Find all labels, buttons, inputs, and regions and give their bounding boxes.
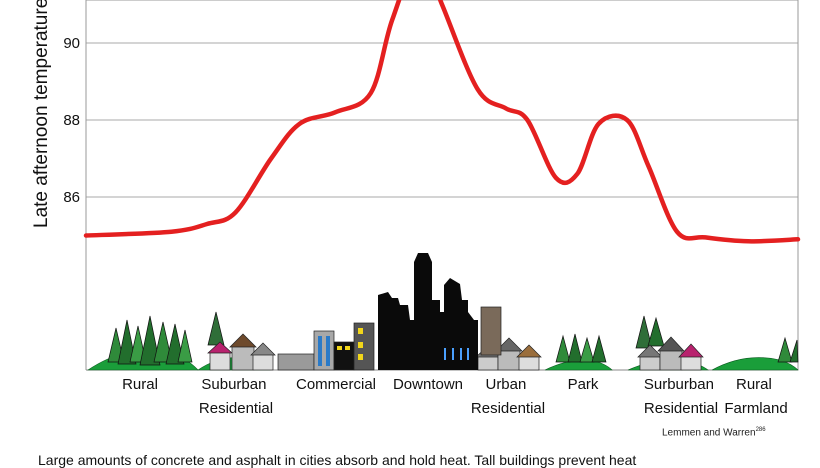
source-credit: Lemmen and Warren286	[662, 427, 766, 438]
category-label-rural-farmland-line1: Rural	[736, 376, 772, 393]
category-label-downtown: Downtown	[393, 376, 463, 393]
temperature-line	[83, 0, 801, 244]
figure-caption: Large amounts of concrete and asphalt in…	[38, 452, 637, 468]
category-label-surburban-residential: Surburban Residential	[644, 376, 718, 417]
category-label-rural-farmland: Rural Farmland	[724, 376, 787, 417]
category-label-surburban-residential-line2: Residential	[644, 400, 718, 417]
category-label-urban-residential-line1: Urban	[485, 376, 526, 393]
category-label-rural-farmland-line2: Farmland	[724, 400, 787, 417]
category-label-surburban-residential-line1: Surburban	[644, 376, 714, 393]
category-label-urban-residential-line2: Residential	[471, 400, 545, 417]
y-axis-label: Late afternoon temperature (°F)	[31, 0, 52, 228]
category-label-commercial: Commercial	[296, 376, 376, 393]
category-label-rural: Rural	[122, 376, 158, 393]
y-tick-labels: 86 88 90	[63, 35, 80, 206]
category-label-suburban-residential-line1: Suburban	[201, 376, 266, 393]
category-label-suburban-residential-line2: Residential	[199, 400, 273, 417]
source-credit-text: Lemmen and Warren	[662, 427, 756, 439]
category-label-urban-residential: Urban Residential	[471, 376, 545, 417]
y-tick-label-90: 90	[63, 35, 80, 52]
y-tick-label-88: 88	[63, 112, 80, 129]
y-tick-label-86: 86	[63, 189, 80, 206]
category-label-park: Park	[568, 376, 599, 393]
grid-lines	[86, 42, 798, 198]
skyline-illustration	[87, 253, 799, 371]
category-labels: Rural Suburban Residential Commercial Do…	[122, 376, 788, 417]
category-label-suburban-residential: Suburban Residential	[199, 376, 273, 417]
downtown-skyline	[378, 253, 502, 370]
trees	[107, 311, 799, 366]
commercial-buildings	[277, 322, 375, 371]
source-credit-reference: 286	[755, 427, 766, 433]
